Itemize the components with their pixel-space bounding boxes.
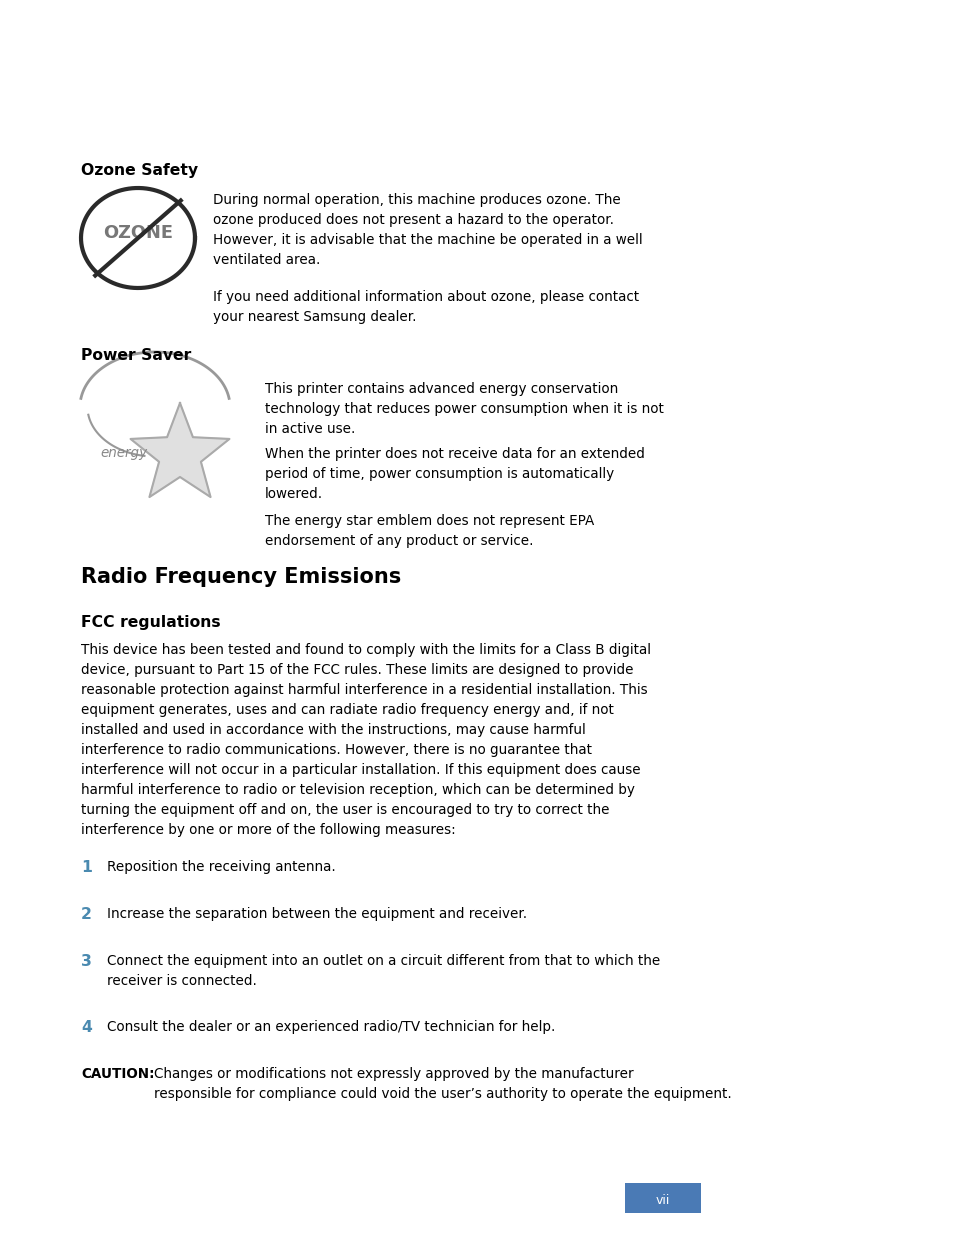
- Text: 2: 2: [81, 906, 91, 923]
- Text: This printer contains advanced energy conservation
technology that reduces power: This printer contains advanced energy co…: [265, 382, 663, 436]
- Text: 1: 1: [81, 860, 91, 876]
- Text: The energy star emblem does not represent EPA
endorsement of any product or serv: The energy star emblem does not represen…: [265, 514, 594, 548]
- Text: FCC regulations: FCC regulations: [81, 615, 220, 630]
- Text: Changes or modifications not expressly approved by the manufacturer
responsible : Changes or modifications not expressly a…: [153, 1067, 731, 1102]
- Text: Connect the equipment into an outlet on a circuit different from that to which t: Connect the equipment into an outlet on …: [107, 953, 659, 988]
- Text: Power Saver: Power Saver: [81, 348, 191, 363]
- Text: This device has been tested and found to comply with the limits for a Class B di: This device has been tested and found to…: [81, 643, 650, 837]
- Text: During normal operation, this machine produces ozone. The
ozone produced does no: During normal operation, this machine pr…: [213, 193, 642, 267]
- Text: energy: energy: [100, 446, 147, 459]
- Text: Reposition the receiving antenna.: Reposition the receiving antenna.: [107, 860, 335, 874]
- Text: OZONE: OZONE: [103, 224, 172, 242]
- Text: Ozone Safety: Ozone Safety: [81, 163, 198, 178]
- Polygon shape: [131, 403, 230, 496]
- Text: If you need additional information about ozone, please contact
your nearest Sams: If you need additional information about…: [213, 290, 639, 324]
- Text: 4: 4: [81, 1020, 91, 1035]
- Text: Consult the dealer or an experienced radio/TV technician for help.: Consult the dealer or an experienced rad…: [107, 1020, 555, 1034]
- Text: Increase the separation between the equipment and receiver.: Increase the separation between the equi…: [107, 906, 527, 921]
- Text: CAUTION:: CAUTION:: [81, 1067, 154, 1081]
- FancyBboxPatch shape: [624, 1183, 700, 1213]
- Text: Radio Frequency Emissions: Radio Frequency Emissions: [81, 567, 401, 587]
- Text: When the printer does not receive data for an extended
period of time, power con: When the printer does not receive data f…: [265, 447, 644, 501]
- Text: 3: 3: [81, 953, 91, 969]
- Text: vii: vii: [655, 1193, 670, 1207]
